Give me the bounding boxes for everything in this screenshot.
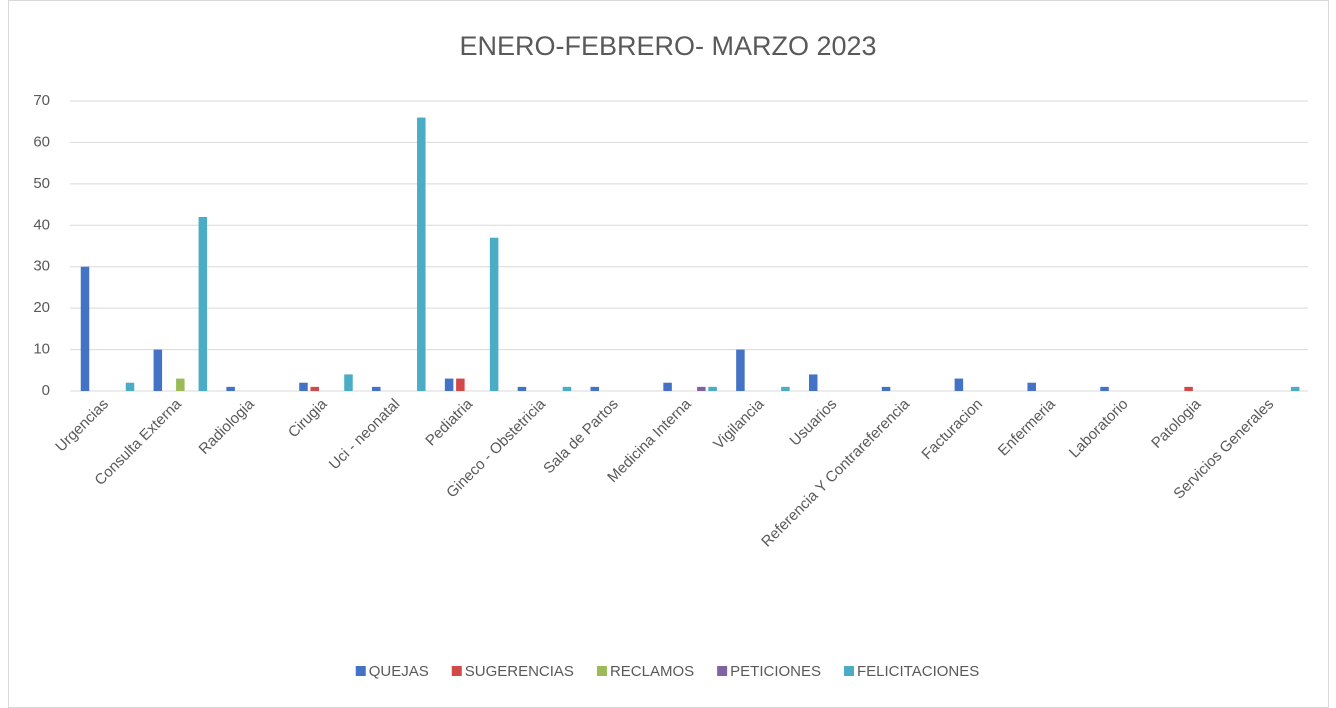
- bar: [881, 386, 891, 391]
- legend-label: PETICIONES: [730, 663, 821, 680]
- legend-label: FELICITACIONES: [857, 663, 979, 680]
- legend-swatch: [355, 666, 366, 676]
- legend-swatch: [717, 666, 728, 676]
- bar: [1184, 386, 1193, 391]
- bar: [80, 266, 90, 391]
- bar: [125, 382, 135, 391]
- y-tick-label: 30: [33, 258, 50, 275]
- bar: [1290, 386, 1300, 391]
- bar: [736, 349, 745, 391]
- legend-swatch: [451, 666, 462, 676]
- bar: [456, 378, 465, 391]
- y-tick-label: 40: [33, 216, 50, 233]
- y-tick-label: 50: [33, 175, 50, 192]
- bar: [226, 386, 235, 391]
- legend-label: RECLAMOS: [610, 663, 694, 680]
- bar: [198, 217, 208, 391]
- bar: [663, 382, 672, 391]
- y-tick-label: 20: [33, 299, 50, 316]
- bar: [489, 237, 499, 391]
- bar: [176, 378, 185, 391]
- bar: [344, 374, 353, 391]
- legend-swatch: [596, 666, 607, 676]
- legend-label: QUEJAS: [369, 663, 429, 680]
- bar: [310, 386, 319, 391]
- y-tick-label: 60: [33, 133, 50, 150]
- bar: [590, 386, 600, 391]
- bar: [153, 349, 163, 391]
- bar: [517, 386, 527, 391]
- legend-swatch: [844, 666, 855, 676]
- chart-title: ENERO-FEBRERO- MARZO 2023: [459, 31, 876, 61]
- bar: [372, 386, 381, 391]
- chart-border: [8, 0, 1329, 708]
- bar: [417, 117, 426, 392]
- legend-label: SUGERENCIAS: [465, 663, 574, 680]
- bar: [562, 386, 572, 391]
- y-tick-label: 70: [33, 92, 50, 109]
- bar: [444, 378, 454, 391]
- bar: [1027, 382, 1036, 391]
- bar: [781, 386, 790, 391]
- bar: [1100, 386, 1109, 391]
- bar: [697, 386, 706, 391]
- bar: [299, 382, 308, 391]
- bar: [708, 386, 717, 391]
- y-tick-label: 0: [42, 382, 50, 399]
- bar: [954, 378, 964, 391]
- bar: [808, 374, 818, 391]
- y-tick-label: 10: [33, 341, 50, 358]
